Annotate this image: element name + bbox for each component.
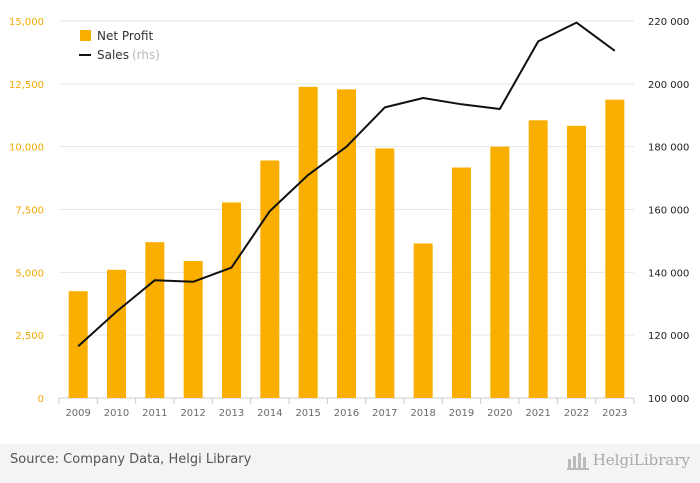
left-axis-ticks: 0 2,500 5,000 7,500 10,000 12,500 15,000	[9, 17, 44, 405]
legend-sales-label: Sales	[97, 48, 129, 62]
x-tick-label: 2010	[104, 408, 129, 419]
x-tick-label: 2020	[487, 408, 512, 419]
x-tick-label: 2016	[334, 408, 359, 419]
sales-line-path	[77, 21, 616, 347]
left-axis-tick-label: 2,500	[15, 331, 44, 342]
x-tick-label: 2014	[257, 408, 282, 419]
x-tick-label: 2021	[525, 408, 550, 419]
right-axis-tick-label: 100 000	[648, 394, 689, 405]
x-tick-label: 2015	[295, 408, 320, 419]
bar-net-profit-2022	[567, 125, 586, 398]
legend-sales-rhs: (rhs)	[132, 48, 160, 62]
left-axis-tick-label: 12,500	[9, 80, 44, 91]
bar-net-profit-2016	[337, 89, 356, 398]
x-tick-label: 2013	[219, 408, 244, 419]
footer-bar: Source: Company Data, Helgi Library Helg…	[0, 444, 700, 483]
right-axis-tick-label: 220 000	[648, 17, 689, 28]
source-note: Source: Company Data, Helgi Library	[10, 452, 252, 467]
right-axis-tick-label: 120 000	[648, 331, 689, 342]
x-tick-label: 2019	[449, 408, 474, 419]
bar-net-profit-2013	[222, 202, 241, 398]
left-axis-tick-label: 0	[38, 394, 44, 405]
bar-net-profit-2010	[107, 269, 126, 398]
right-axis-ticks: 100 000 120 000 140 000 160 000 180 000 200 0…	[648, 17, 689, 405]
bar-net-profit-2019	[452, 167, 471, 398]
left-axis-tick-label: 10,000	[9, 143, 44, 154]
bar-net-profit-2012	[183, 261, 203, 398]
left-axis-tick-label: 15,000	[9, 17, 44, 28]
left-axis-tick-label: 5,000	[15, 268, 44, 279]
chart-legend: Net Profit Sales (rhs)	[79, 29, 160, 62]
x-tick-label: 2022	[564, 408, 589, 419]
right-axis-tick-label: 140 000	[648, 268, 689, 279]
x-tick-label: 2011	[142, 408, 167, 419]
legend-net-profit-label: Net Profit	[97, 29, 153, 43]
right-axis-tick-label: 160 000	[648, 206, 689, 217]
bar-net-profit-2018	[413, 243, 433, 398]
brand: HelgiLibrary	[566, 450, 690, 470]
x-tick-label: 2009	[65, 408, 90, 419]
x-axis-ticks: 2009 2010 2011 2012 2013 2014 2015 2016 2017 2018…	[65, 408, 627, 419]
bar-net-profit-2023	[605, 99, 625, 399]
brand-name: HelgiLibrary	[592, 451, 690, 469]
net-profit-bars	[68, 86, 625, 399]
x-tick-label: 2023	[602, 408, 627, 419]
sales-line	[77, 21, 616, 347]
right-axis-tick-label: 200 000	[648, 80, 689, 91]
bar-net-profit-2017	[375, 148, 395, 398]
bar-net-profit-2021	[528, 120, 548, 398]
library-logo-icon	[566, 453, 589, 470]
bar-net-profit-2014	[260, 160, 280, 398]
bar-net-profit-2009	[68, 291, 88, 398]
bar-net-profit-2020	[490, 146, 510, 398]
left-axis-tick-label: 7,500	[15, 206, 44, 217]
combo-chart: 0 2,500 5,000 7,500 10,000 12,500 15,000 100 0…	[9, 17, 689, 419]
bar-net-profit-2015	[298, 86, 318, 398]
right-axis-tick-label: 180 000	[648, 143, 689, 154]
legend-net-profit-swatch	[80, 30, 91, 41]
x-tick-label: 2018	[410, 408, 435, 419]
x-tick-label: 2017	[372, 408, 397, 419]
bar-net-profit-2011	[145, 242, 165, 398]
x-tick-label: 2012	[180, 408, 205, 419]
